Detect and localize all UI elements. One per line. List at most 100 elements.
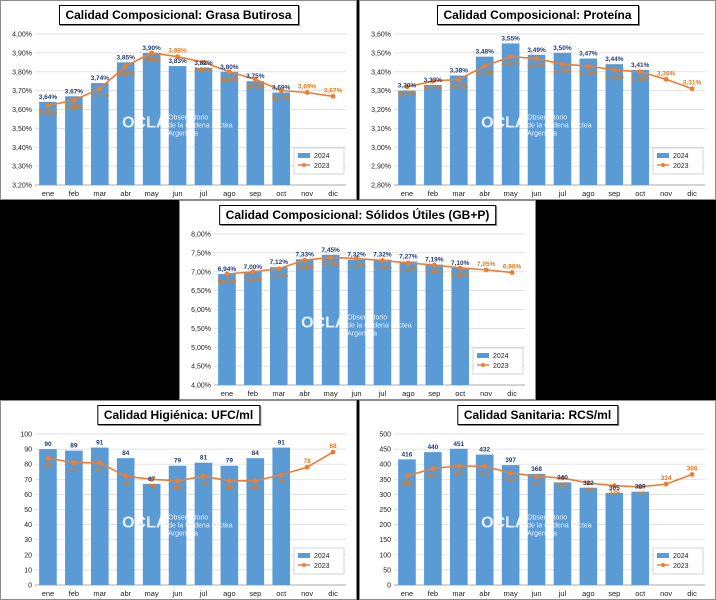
chart-svg: 0 50 100 150 200 250 300 350 400 450 500 ene feb mar a… xyxy=(379,432,705,598)
legend-swatch-2024 xyxy=(298,153,310,158)
x-tick-label-ene: ene xyxy=(401,589,414,598)
watermark-line3: Argentina xyxy=(168,131,198,138)
x-tick-label-nov: nov xyxy=(480,389,492,398)
watermark-line1: Observatorio xyxy=(527,515,567,522)
point-2023-sep xyxy=(611,483,617,489)
point-2023-mar xyxy=(456,463,462,469)
x-tick-label-feb: feb xyxy=(69,189,79,198)
data-label-2023: 3,47% xyxy=(527,63,546,70)
point-2023-ene xyxy=(404,473,410,479)
legend-label-2023: 2023 xyxy=(314,163,330,170)
point-2023-ago xyxy=(585,63,591,69)
y-tick-label: 5,00% xyxy=(191,345,211,352)
data-label-2024: 3,44% xyxy=(605,56,624,63)
watermark-logo: OCLA xyxy=(122,115,168,132)
watermark-line3: Argentina xyxy=(527,131,557,138)
data-label-2024: 79 xyxy=(174,458,182,465)
data-label-2023: 3,36% xyxy=(450,83,469,90)
bar-2024-mar xyxy=(90,83,109,185)
y-tick-label: 450 xyxy=(379,447,391,454)
data-label-2023: 3,71% xyxy=(91,93,110,100)
data-label-2023: 3,41% xyxy=(605,74,624,81)
data-label-2024: 3,38% xyxy=(450,68,469,75)
bar-2024-oct xyxy=(451,267,470,385)
data-label-2024: 340 xyxy=(557,474,568,481)
data-label-2023: 354 xyxy=(557,482,568,489)
bar-2024-mar xyxy=(90,447,109,585)
watermark-line2: de la Cadena Láctea xyxy=(168,523,233,530)
data-label-2024: 7,12% xyxy=(270,259,289,266)
point-2023-nov xyxy=(663,481,669,487)
data-label-2024: 432 xyxy=(479,447,490,454)
data-label-2023: 393 xyxy=(479,470,490,477)
y-tick-label: 90 xyxy=(24,447,32,454)
data-label-2023: 329 xyxy=(609,490,620,497)
data-label-2023: 3,83% xyxy=(116,70,135,77)
data-label-2023: 7,18% xyxy=(425,269,444,276)
x-tick-label-abr: abr xyxy=(299,389,310,398)
point-2023-feb xyxy=(250,269,256,275)
chart-svg: 4,00% 4,50% 5,00% 5,50% 6,00% 6,50% 7,00% 7,50%… xyxy=(191,232,525,398)
y-tick-label: 300 xyxy=(379,492,391,499)
y-tick-label: 8,00% xyxy=(191,232,211,239)
x-tick-label-jul: jul xyxy=(558,589,567,598)
bar-2024-jul xyxy=(553,482,572,585)
bar-2024-mar xyxy=(269,267,288,385)
watermark-line1: Observatorio xyxy=(168,115,208,122)
bar-2024-may xyxy=(142,483,161,585)
data-label-2023: 81 xyxy=(70,467,78,474)
point-2023-jun xyxy=(354,256,359,261)
x-tick-label-nov: nov xyxy=(660,189,672,198)
data-label-2024: 3,50% xyxy=(553,45,572,52)
x-tick-label-feb: feb xyxy=(428,189,438,198)
x-tick-label-jul: jul xyxy=(199,189,208,198)
point-2023-oct xyxy=(457,265,463,271)
point-2023-ago xyxy=(585,480,591,486)
y-tick-label: 60 xyxy=(24,492,32,499)
x-tick-label-jun: jun xyxy=(172,589,183,598)
y-tick-label: 20 xyxy=(24,552,32,559)
bar-2024-sep xyxy=(425,264,444,385)
point-2023-mar xyxy=(97,86,103,92)
watermark-line1: Observatorio xyxy=(347,315,387,322)
point-2023-abr xyxy=(482,63,488,69)
data-label-2023: 338 xyxy=(583,487,594,494)
data-label-2024: 3,75% xyxy=(246,73,265,80)
x-tick-label-ene: ene xyxy=(401,189,414,198)
data-label-2023: 3,44% xyxy=(553,68,572,75)
chart-svg: 2,80% 2,90% 3,00% 3,10% 3,20% 3,30% 3,40% 3,50%… xyxy=(371,32,705,198)
bar-2024-may xyxy=(501,43,520,185)
chart-panel-solidos-utiles: Calidad Composicional: Sólidos Útiles (G… xyxy=(179,200,536,400)
data-label-2023: 3,90% xyxy=(142,57,161,64)
data-label-2024: 7,19% xyxy=(425,257,444,264)
watermark-line1: Observatorio xyxy=(527,115,567,122)
chart-svg: 0 10 20 30 40 50 60 70 80 90 100 ene feb mar abr may jun… xyxy=(20,432,346,598)
data-label-2023: 394 xyxy=(453,470,464,477)
legend-box xyxy=(652,547,704,575)
bar-2024-mar xyxy=(449,75,468,185)
legend-box xyxy=(652,147,704,175)
line-2023 xyxy=(47,52,334,107)
bar-2024-mar xyxy=(449,448,468,585)
x-tick-label-oct: oct xyxy=(455,389,466,398)
x-tick-label-oct: oct xyxy=(635,589,646,598)
data-label-2023: 3,40% xyxy=(631,76,650,83)
data-label-2024: 7,27% xyxy=(399,254,418,261)
y-tick-label: 3,60% xyxy=(371,32,391,39)
y-tick-label: 50 xyxy=(383,567,391,574)
legend-swatch-2024 xyxy=(657,153,669,158)
data-label-2023: 3,62% xyxy=(39,110,58,117)
x-tick-label-jul: jul xyxy=(199,589,208,598)
legend-swatch-2024 xyxy=(298,553,310,558)
data-label-2023: 7,35% xyxy=(347,263,366,270)
point-2023-dic xyxy=(689,472,695,477)
data-label-2024: 3,30% xyxy=(398,83,417,90)
point-2023-jun xyxy=(534,473,539,479)
bar-2024-jul xyxy=(194,67,213,185)
data-label-2023: 3,69% xyxy=(298,84,317,91)
x-tick-label-abr: abr xyxy=(479,589,490,598)
bar-2024-sep xyxy=(605,492,624,585)
data-label-2024: 81 xyxy=(200,455,208,462)
point-2023-ene xyxy=(45,103,51,109)
